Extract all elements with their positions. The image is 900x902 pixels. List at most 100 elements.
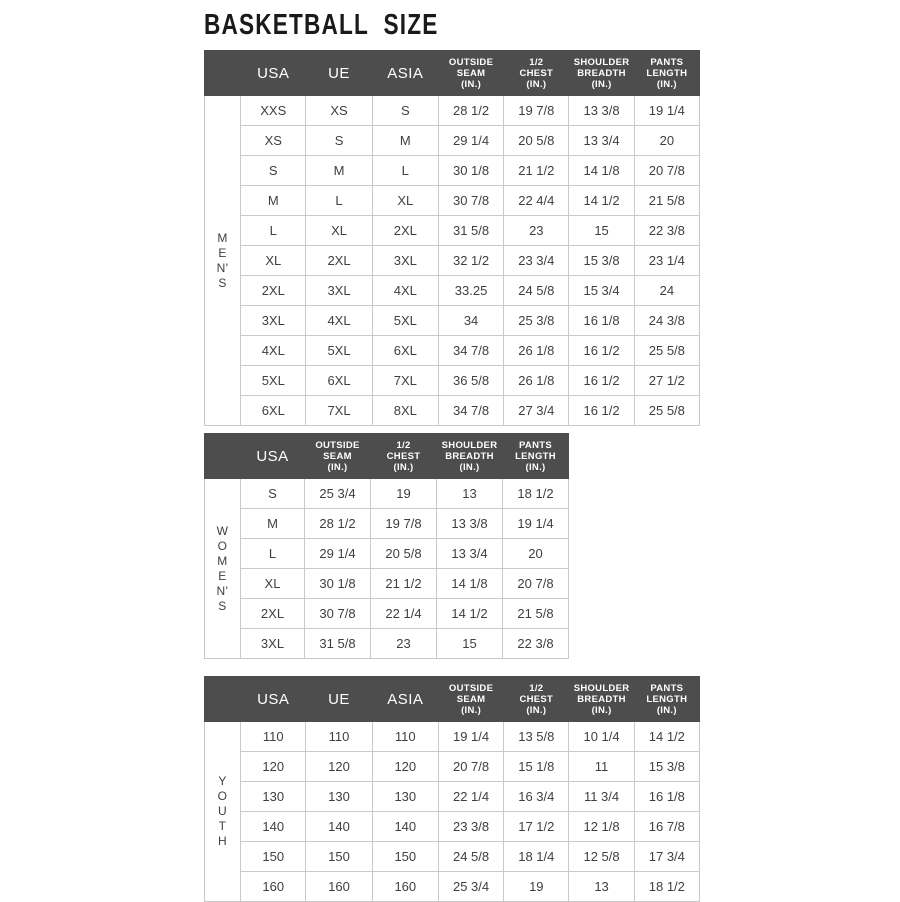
cell-measurement: 150 — [371, 841, 439, 872]
table-header-mens: USA UE ASIA OUTSIDE SEAM (IN.) 1/2 CHEST (IN.) SH… — [203, 50, 701, 96]
cell-measurement: 22 1/4 — [370, 598, 437, 629]
cell-measurement: 31 5/8 — [304, 628, 371, 659]
cell-measurement: M — [371, 125, 439, 156]
category-label-letter: E — [218, 245, 227, 260]
header-cell-asia: ASIA — [371, 676, 439, 722]
category-label-letter: O — [217, 538, 228, 553]
cell-measurement: 7XL — [371, 365, 439, 396]
cell-size: 2XL — [240, 275, 307, 306]
cell-measurement: 18 1/2 — [502, 478, 569, 509]
header-cell-category-youth — [203, 676, 242, 722]
cell-measurement: 4XL — [371, 275, 439, 306]
cell-measurement: S — [371, 95, 439, 126]
cell-measurement: 28 1/2 — [437, 95, 505, 126]
header-label-line: OUTSIDE — [315, 439, 360, 451]
cell-measurement: 12 1/8 — [568, 811, 635, 842]
header-label-line: LENGTH — [646, 693, 688, 705]
header-label-line: LENGTH — [646, 67, 688, 79]
table-row: 160 160 160 25 3/4 19 13 18 1/2 — [205, 871, 701, 902]
cell-measurement: 32 1/2 — [437, 245, 505, 276]
cell-measurement: 160 — [305, 871, 373, 902]
table-row: 140 140 140 23 3/8 17 1/2 12 1/8 16 7/8 — [205, 811, 701, 842]
cell-measurement: 16 3/4 — [503, 781, 570, 812]
cell-measurement: 28 1/2 — [304, 508, 371, 539]
cell-size: 3XL — [240, 305, 307, 336]
header-label-line: UE — [328, 690, 350, 708]
cell-measurement: 2XL — [371, 215, 439, 246]
table-row: L 29 1/4 20 5/8 13 3/4 20 — [205, 538, 569, 569]
cell-measurement: 27 3/4 — [503, 395, 570, 426]
table-row: 120 120 120 20 7/8 15 1/8 11 15 3/8 — [205, 751, 701, 782]
table-row: M E N' S XXS XS S 28 1/2 19 7/8 13 3/8 19 1/4 — [203, 95, 701, 426]
cell-measurement: 23 3/4 — [503, 245, 570, 276]
cell-measurement: 8XL — [371, 395, 439, 426]
cell-measurement: 6XL — [305, 365, 373, 396]
cell-measurement: 150 — [305, 841, 373, 872]
header-label-line: (IN.) — [656, 78, 677, 90]
category-label-letter: Y — [218, 774, 227, 788]
header-label-line: 1/2 — [529, 56, 544, 68]
cell-size: S — [240, 155, 307, 186]
cell-measurement: 15 1/8 — [503, 751, 570, 782]
cell-measurement: L — [305, 185, 373, 216]
header-cell-outside-seam-in: OUTSIDE SEAM (IN.) — [437, 50, 505, 96]
header-cell-pants-length-in: PANTS LENGTH (IN.) — [633, 50, 701, 96]
header-label-line: ASIA — [387, 690, 424, 708]
category-label-letter: O — [217, 789, 228, 803]
cell-measurement: 25 5/8 — [633, 395, 701, 426]
cell-measurement: 15 3/8 — [633, 751, 701, 782]
header-label-line: (IN.) — [327, 461, 348, 473]
header-cell-pants-length-in: PANTS LENGTH (IN.) — [502, 433, 569, 479]
category-label-letter: H — [217, 834, 228, 848]
header-label-line: OUTSIDE — [448, 682, 494, 694]
size-table-womens: USA OUTSIDE SEAM (IN.) 1/2 CHEST (IN.) SHOULDER… — [204, 433, 569, 659]
cell-size: 4XL — [240, 335, 307, 366]
header-row: USA OUTSIDE SEAM (IN.) 1/2 CHEST (IN.) SHOULDER… — [204, 433, 569, 479]
header-cell-1-2-chest-in: 1/2 CHEST (IN.) — [370, 433, 437, 479]
header-cell-outside-seam-in: OUTSIDE SEAM (IN.) — [304, 433, 371, 479]
cell-size: XL — [240, 245, 307, 276]
cell-size: M — [240, 185, 307, 216]
cell-measurement: 120 — [371, 751, 439, 782]
cell-measurement: 22 1/4 — [437, 781, 505, 812]
header-cell-shoulder-breadth-in: SHOULDER BREADTH (IN.) — [436, 433, 503, 479]
table-row: 2XL 3XL 4XL 33.25 24 5/8 15 3/4 24 — [205, 275, 701, 306]
header-label-line: SEAM — [323, 450, 352, 462]
header-cell-category-mens — [203, 50, 242, 96]
category-label-letter: S — [218, 275, 227, 290]
category-label-letter: T — [218, 819, 227, 833]
table-row: 4XL 5XL 6XL 34 7/8 26 1/8 16 1/2 25 5/8 — [205, 335, 701, 366]
cell-measurement: 110 — [371, 721, 439, 752]
cell-measurement: 16 1/8 — [568, 305, 635, 336]
cell-measurement: 24 — [633, 275, 701, 306]
cell-size: L — [240, 538, 305, 569]
cell-measurement: 19 1/4 — [437, 721, 505, 752]
cell-measurement: 22 4/4 — [503, 185, 570, 216]
cell-measurement: 14 1/8 — [436, 568, 503, 599]
cell-measurement: 4XL — [305, 305, 373, 336]
cell-measurement: 13 3/8 — [436, 508, 503, 539]
header-label-line: (IN.) — [459, 461, 480, 473]
cell-size: 130 — [240, 781, 307, 812]
cell-measurement: 30 7/8 — [437, 185, 505, 216]
cell-measurement: 19 — [503, 871, 570, 902]
cell-measurement: 34 7/8 — [437, 395, 505, 426]
cell-measurement: 14 1/8 — [568, 155, 635, 186]
header-label-line: PANTS — [650, 56, 684, 68]
header-label-line: (IN.) — [461, 78, 482, 90]
cell-measurement: S — [305, 125, 373, 156]
cell-measurement: 5XL — [305, 335, 373, 366]
table-row: 3XL 4XL 5XL 34 25 3/8 16 1/8 24 3/8 — [205, 305, 701, 336]
header-cell-1-2-chest-in: 1/2 CHEST (IN.) — [503, 50, 570, 96]
header-label-line: (IN.) — [461, 704, 482, 716]
cell-measurement: 27 1/2 — [633, 365, 701, 396]
cell-measurement: 24 5/8 — [503, 275, 570, 306]
cell-measurement: 5XL — [371, 305, 439, 336]
cell-measurement: 16 7/8 — [633, 811, 701, 842]
cell-measurement: 16 1/8 — [633, 781, 701, 812]
cell-size: 150 — [240, 841, 307, 872]
cell-measurement: 33.25 — [437, 275, 505, 306]
category-label-letter: W — [216, 523, 229, 538]
table-body-womens: W O M E N' S S 25 3/4 19 13 18 1/2 M 28 1/2 19 7/8 13 … — [204, 478, 569, 659]
